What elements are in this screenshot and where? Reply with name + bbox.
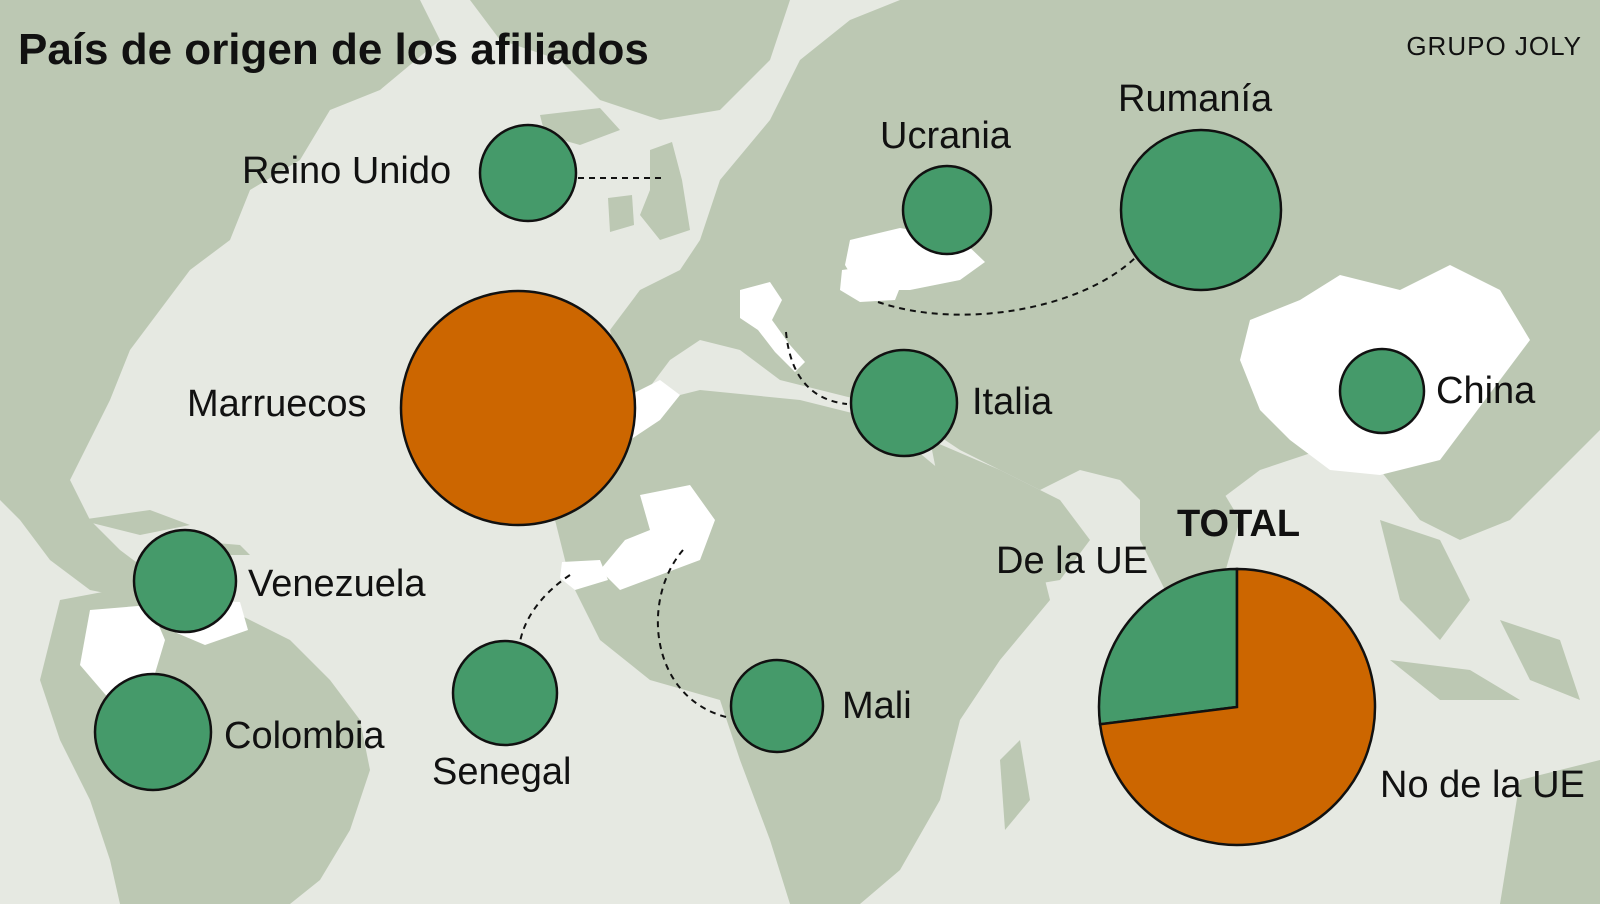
brand-logo: GRUPO JOLY [1406,31,1582,61]
pie-label-eu: De la UE [996,540,1148,582]
bubble-ucrania [901,164,993,256]
bubble-china [1338,347,1426,435]
land-southeast-asia [1380,520,1580,700]
pie-label-non-eu: No de la UE [1380,764,1585,806]
label-reino-unido: Reino Unido [242,150,451,192]
bubble-venezuela [132,528,238,634]
label-italia: Italia [972,381,1053,423]
bubble-italia [849,348,959,458]
label-china: China [1436,370,1536,412]
leader-lines [519,177,1136,719]
leader-italia [785,331,848,405]
total-title: TOTAL [1177,503,1300,545]
bubbles [93,123,1426,792]
country-senegal-shape [560,560,608,590]
country-mali-shape [600,485,715,590]
pie-slices [1097,567,1377,847]
pie-slice-non-eu [1098,567,1377,847]
page-title: País de origen de los afiliados [18,25,649,74]
land-madagascar [1000,740,1030,830]
label-rumania: Rumanía [1118,78,1273,120]
leader-senegal [519,574,571,643]
label-mali: Mali [842,685,912,727]
leader-mali [656,549,731,719]
label-venezuela: Venezuela [248,563,426,605]
total-pie: TOTAL De la UE No de la UE [996,503,1585,847]
pie-slice-eu [1097,567,1239,726]
bubble-reino-unido [478,123,578,223]
bubble-marruecos [399,289,637,527]
bubble-colombia [93,672,213,792]
land-great-britain [640,142,690,240]
land-north-america [0,0,440,600]
label-colombia: Colombia [224,715,385,757]
land-ireland [608,195,634,232]
country-labels: Reino Unido Marruecos Venezuela Colombia… [187,78,1536,793]
bubble-rumania [1119,128,1283,292]
bubble-senegal [451,639,559,747]
bubble-mali [729,658,825,754]
land-greenland [470,0,790,120]
country-italy-shape [740,282,805,372]
land-australia [1500,760,1600,904]
label-ucrania: Ucrania [880,115,1012,157]
country-romania-shape [840,265,905,302]
label-marruecos: Marruecos [187,383,367,425]
label-senegal: Senegal [432,751,571,793]
leader-rumania [877,257,1136,316]
